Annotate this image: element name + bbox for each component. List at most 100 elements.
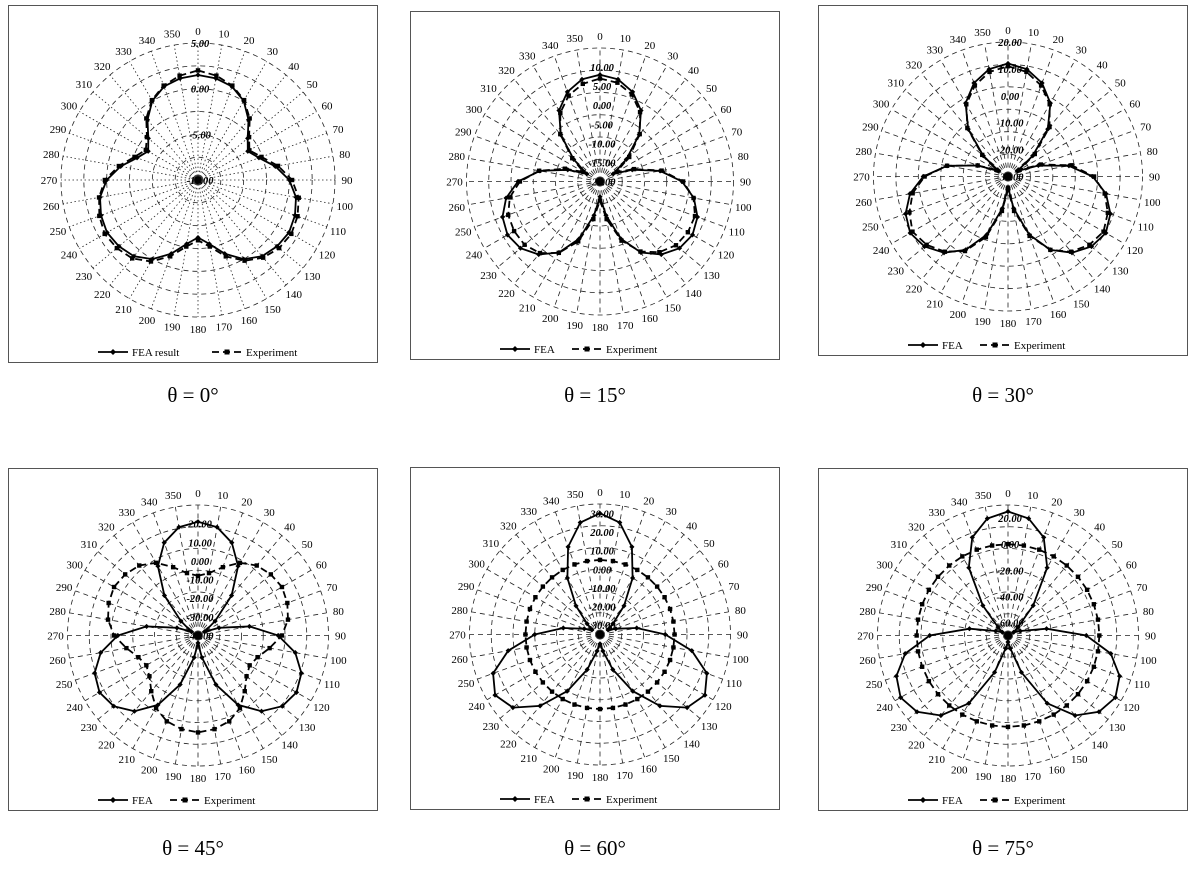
- angle-tick-label: 260: [43, 201, 60, 213]
- angle-tick-label: 80: [1143, 606, 1155, 618]
- data-point: [597, 706, 603, 712]
- legend-label: Experiment: [1014, 340, 1065, 352]
- chart-frame: 0 10 20 30 40 50 60 70 80 90 100 110 120 130 140 150 160…: [410, 467, 780, 810]
- data-point: [1011, 208, 1017, 214]
- angle-tick-label: 90: [740, 177, 752, 189]
- grid-spoke: [599, 95, 703, 182]
- grid-spoke: [1007, 49, 1055, 177]
- series-line-experiment: [98, 69, 300, 263]
- data-point: [492, 692, 498, 698]
- radial-tick-label: -20.00: [996, 146, 1024, 157]
- grid-spoke: [109, 179, 199, 286]
- data-point: [1095, 649, 1101, 654]
- angle-tick-label: 300: [876, 559, 893, 571]
- angle-tick-label: 220: [906, 284, 923, 296]
- data-point: [195, 519, 201, 525]
- angle-tick-label: 80: [1147, 146, 1159, 158]
- grid-spoke: [599, 568, 714, 635]
- angle-tick-label: 60: [1126, 559, 1138, 571]
- grid-spoke: [554, 634, 601, 758]
- data-point: [584, 171, 590, 177]
- grid-spoke: [132, 522, 199, 636]
- angle-tick-label: 200: [543, 763, 560, 775]
- data-point: [581, 626, 587, 632]
- grid-ring: [917, 86, 1099, 267]
- angle-tick-label: 140: [1094, 284, 1111, 296]
- data-point: [213, 681, 219, 688]
- angle-tick-label: 110: [729, 226, 746, 238]
- grid-spoke: [599, 634, 723, 680]
- data-point: [562, 166, 568, 171]
- angle-tick-label: 330: [521, 506, 538, 518]
- data-point: [212, 618, 218, 624]
- data-point: [1024, 69, 1029, 75]
- data-point: [630, 575, 636, 581]
- angle-tick-label: 160: [642, 313, 659, 325]
- legend-label: FEA: [132, 795, 153, 807]
- data-point: [610, 705, 616, 711]
- radial-tick-label: 5.00: [191, 39, 210, 50]
- data-point: [919, 602, 925, 607]
- angle-tick-label: 170: [1025, 316, 1042, 328]
- data-point: [659, 168, 664, 173]
- data-point: [999, 208, 1005, 214]
- data-point: [153, 705, 159, 711]
- grid-spoke: [885, 590, 1009, 636]
- data-point: [533, 595, 538, 600]
- data-point: [983, 234, 989, 240]
- angle-tick-label: 200: [951, 764, 968, 776]
- data-point: [114, 245, 120, 251]
- angle-tick-label: 190: [566, 320, 583, 332]
- data-point: [689, 648, 695, 654]
- data-point: [962, 248, 968, 254]
- data-point: [702, 692, 708, 698]
- data-point: [131, 708, 138, 714]
- grid-spoke: [69, 179, 199, 228]
- data-point: [285, 600, 290, 606]
- data-point: [1116, 673, 1123, 679]
- angle-tick-label: 40: [686, 520, 698, 532]
- grid-spoke: [599, 181, 703, 268]
- angle-tick-label: 240: [466, 249, 483, 261]
- data-point: [597, 72, 603, 78]
- grid-spoke: [69, 635, 199, 659]
- grid-spoke: [599, 589, 723, 635]
- grid-spoke: [891, 108, 1009, 177]
- grid-spoke: [197, 45, 223, 181]
- grid-spoke: [1007, 176, 1032, 310]
- grid-spoke: [173, 45, 199, 181]
- data-point: [584, 705, 590, 711]
- angle-tick-label: 330: [927, 45, 944, 57]
- data-point: [996, 168, 1002, 174]
- angle-tick-label: 110: [726, 678, 743, 690]
- data-point: [597, 557, 603, 563]
- legend: FEA Experiment: [908, 340, 1065, 352]
- grid-spoke: [513, 78, 601, 182]
- grid-spoke: [885, 635, 1009, 681]
- angle-tick-label: 110: [330, 226, 347, 238]
- angle-tick-label: 80: [333, 606, 345, 618]
- angle-tick-label: 70: [1136, 582, 1148, 594]
- grid-spoke: [875, 152, 1009, 177]
- chart-panel: 0 10 20 30 40 50 60 70 80 90 100 110 120 130 140 150 160…: [818, 5, 1188, 425]
- data-point: [279, 584, 285, 590]
- data-point: [903, 211, 909, 217]
- data-point: [610, 558, 616, 564]
- data-point: [195, 72, 201, 78]
- angle-tick-label: 70: [333, 124, 345, 136]
- angle-tick-label: 160: [1048, 764, 1065, 776]
- data-point: [893, 673, 900, 679]
- data-point: [177, 73, 182, 78]
- radial-tick-label: 0.00: [191, 85, 210, 96]
- angle-tick-label: 40: [688, 65, 700, 77]
- data-point: [549, 689, 555, 694]
- angle-tick-label: 130: [304, 271, 321, 283]
- data-point: [191, 654, 197, 661]
- angle-tick-label: 40: [1097, 59, 1109, 71]
- data-point: [293, 689, 300, 695]
- angle-tick-label: 340: [139, 35, 156, 47]
- grid-spoke: [984, 43, 1009, 177]
- data-point: [907, 210, 912, 215]
- radial-tick-label: 0.00: [593, 101, 612, 112]
- grid-ring: [962, 131, 1054, 222]
